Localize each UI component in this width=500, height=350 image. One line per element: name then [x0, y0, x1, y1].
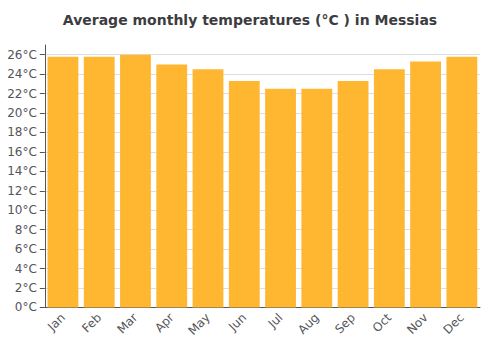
svg-text:22°C: 22°C: [7, 87, 37, 101]
svg-text:0°C: 0°C: [15, 300, 37, 314]
svg-text:2°C: 2°C: [15, 281, 37, 295]
svg-text:16°C: 16°C: [7, 145, 37, 159]
svg-text:May: May: [186, 311, 213, 338]
svg-text:Jan: Jan: [44, 311, 68, 335]
svg-text:Apr: Apr: [152, 310, 177, 335]
svg-text:4°C: 4°C: [15, 262, 37, 276]
svg-text:20°C: 20°C: [7, 106, 37, 120]
svg-text:26°C: 26°C: [7, 48, 37, 62]
svg-text:10°C: 10°C: [7, 203, 37, 217]
svg-text:Jun: Jun: [225, 311, 249, 335]
svg-text:Dec: Dec: [441, 311, 467, 337]
svg-text:Jul: Jul: [265, 311, 286, 332]
svg-text:Feb: Feb: [79, 311, 104, 336]
svg-text:12°C: 12°C: [7, 184, 37, 198]
svg-text:18°C: 18°C: [7, 125, 37, 139]
svg-text:Aug: Aug: [295, 311, 321, 337]
svg-text:Nov: Nov: [404, 311, 430, 337]
svg-text:14°C: 14°C: [7, 164, 37, 178]
svg-text:6°C: 6°C: [15, 242, 37, 256]
svg-text:Oct: Oct: [370, 310, 395, 335]
svg-text:Sep: Sep: [332, 311, 358, 337]
svg-text:24°C: 24°C: [7, 67, 37, 81]
svg-text:Mar: Mar: [115, 310, 141, 336]
svg-text:8°C: 8°C: [15, 223, 37, 237]
svg-text:Average monthly temperatures (: Average monthly temperatures (°C ) in Me…: [63, 12, 437, 28]
